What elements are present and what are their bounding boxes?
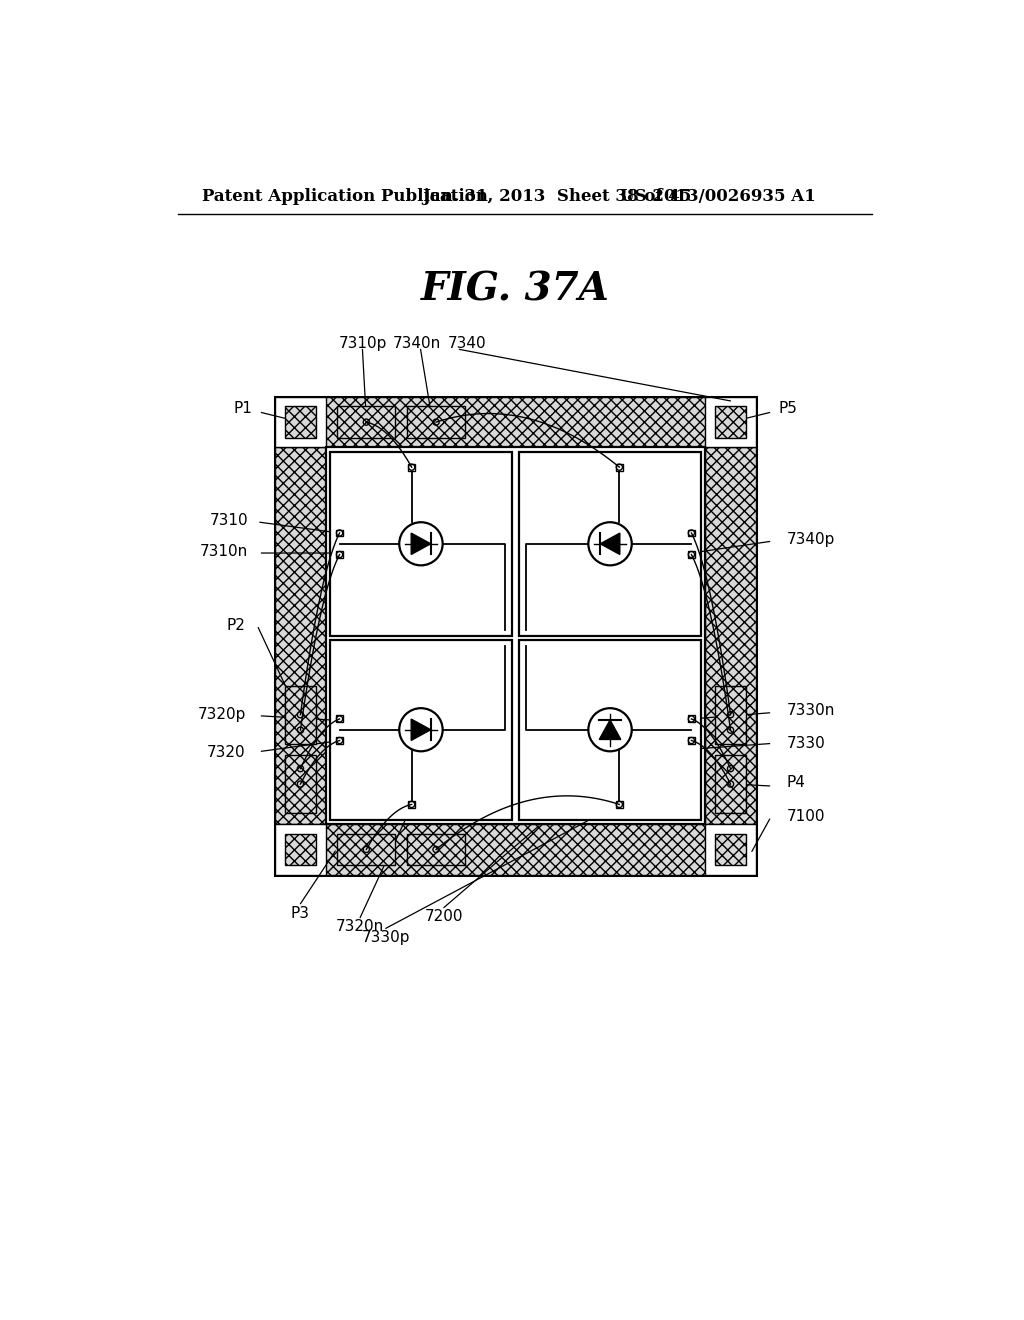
Text: FIG. 37A: FIG. 37A (421, 271, 610, 309)
Text: P5: P5 (779, 401, 798, 416)
Text: 7330p: 7330p (361, 931, 410, 945)
Text: 7310: 7310 (210, 513, 248, 528)
Polygon shape (412, 719, 431, 741)
Bar (336, 737, 343, 744)
Polygon shape (412, 533, 431, 554)
Bar (715, 834, 746, 866)
Text: P2: P2 (227, 618, 246, 632)
Bar (285, 686, 316, 743)
Text: 7340n: 7340n (392, 335, 440, 351)
Text: 7320p: 7320p (198, 706, 246, 722)
Text: Jan. 31, 2013  Sheet 38 of 45: Jan. 31, 2013 Sheet 38 of 45 (423, 189, 692, 206)
Text: 7330n: 7330n (786, 704, 836, 718)
Bar (409, 463, 415, 471)
Bar (715, 755, 746, 813)
Text: P3: P3 (291, 906, 310, 920)
Bar (688, 715, 695, 722)
Text: 7320: 7320 (207, 746, 246, 760)
Bar (519, 640, 700, 820)
Text: 7320n: 7320n (336, 919, 384, 935)
Bar (326, 447, 706, 825)
Text: P4: P4 (786, 775, 806, 789)
Text: 7100: 7100 (786, 809, 825, 824)
Text: Patent Application Publication: Patent Application Publication (202, 189, 487, 206)
Bar (336, 529, 343, 536)
Bar (688, 552, 695, 558)
Bar (407, 407, 465, 438)
Bar (285, 755, 316, 813)
Bar (331, 451, 512, 636)
Text: 7310p: 7310p (338, 335, 387, 351)
Bar (275, 397, 756, 875)
Bar (715, 686, 746, 743)
Polygon shape (600, 533, 620, 554)
Bar (275, 825, 326, 875)
Text: US 2013/0026935 A1: US 2013/0026935 A1 (621, 189, 816, 206)
Bar (336, 552, 343, 558)
Text: 7200: 7200 (425, 909, 463, 924)
Bar (337, 407, 395, 438)
Text: 7330: 7330 (786, 737, 825, 751)
Bar (706, 397, 756, 447)
Bar (275, 397, 326, 447)
Bar (275, 447, 326, 825)
Bar (285, 407, 316, 438)
Bar (275, 825, 756, 875)
Polygon shape (599, 719, 621, 739)
Text: 7340p: 7340p (786, 532, 836, 548)
Bar (407, 834, 465, 866)
Bar (336, 715, 343, 722)
Bar (688, 737, 695, 744)
Bar (337, 834, 395, 866)
Bar (275, 397, 756, 447)
Bar (715, 407, 746, 438)
Text: P1: P1 (233, 401, 252, 416)
Bar (706, 447, 756, 825)
Bar (409, 801, 415, 808)
Bar (615, 463, 623, 471)
Bar (519, 451, 700, 636)
Bar (688, 529, 695, 536)
Bar (285, 834, 316, 866)
Bar (706, 825, 756, 875)
Bar (615, 801, 623, 808)
Text: 7310n: 7310n (200, 544, 248, 558)
Text: 7340: 7340 (447, 335, 486, 351)
Bar (331, 640, 512, 820)
